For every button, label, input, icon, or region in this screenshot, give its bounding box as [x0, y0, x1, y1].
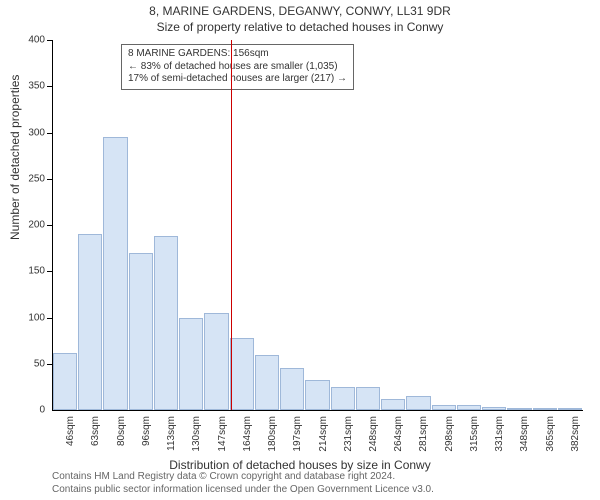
histogram-plot: 8 MARINE GARDENS: 156sqm ← 83% of detach…	[52, 40, 583, 411]
histogram-bar	[432, 405, 456, 410]
histogram-bar	[406, 396, 430, 410]
x-tick-label: 63sqm	[90, 416, 101, 456]
y-tick-label: 250	[28, 173, 45, 184]
histogram-bar	[103, 137, 127, 410]
histogram-bar	[482, 407, 506, 410]
annotation-line-3: 17% of semi-detached houses are larger (…	[128, 73, 347, 86]
x-tick-label: 164sqm	[242, 416, 253, 456]
histogram-bar	[78, 234, 102, 410]
histogram-bar	[204, 313, 228, 410]
histogram-bar	[558, 408, 582, 410]
x-tick-label: 365sqm	[545, 416, 556, 456]
footer-attribution: Contains HM Land Registry data © Crown c…	[52, 471, 590, 496]
x-tick-label: 214sqm	[318, 416, 329, 456]
x-tick-label: 331sqm	[494, 416, 505, 456]
y-tick	[47, 133, 53, 134]
histogram-bar	[280, 368, 304, 410]
x-tick-label: 248sqm	[368, 416, 379, 456]
histogram-bar	[457, 405, 481, 410]
y-tick	[47, 318, 53, 319]
histogram-bar	[53, 353, 77, 410]
histogram-bar	[255, 355, 279, 411]
annotation-line-1: 8 MARINE GARDENS: 156sqm	[128, 48, 347, 61]
histogram-bar	[507, 408, 531, 410]
x-tick-label: 147sqm	[217, 416, 228, 456]
x-tick-label: 46sqm	[65, 416, 76, 456]
x-tick-label: 348sqm	[519, 416, 530, 456]
x-tick-label: 180sqm	[267, 416, 278, 456]
x-tick-label: 264sqm	[393, 416, 404, 456]
histogram-bar	[129, 253, 153, 410]
histogram-bar	[154, 236, 178, 410]
reference-line	[231, 40, 232, 410]
y-tick-label: 100	[28, 312, 45, 323]
histogram-bar	[533, 408, 557, 410]
y-tick	[47, 271, 53, 272]
y-tick-label: 150	[28, 266, 45, 277]
histogram-bar	[381, 399, 405, 410]
x-tick-label: 197sqm	[292, 416, 303, 456]
x-tick-label: 113sqm	[166, 416, 177, 456]
x-axis-label: Distribution of detached houses by size …	[0, 458, 600, 472]
x-tick-label: 298sqm	[444, 416, 455, 456]
footer-line-1: Contains HM Land Registry data © Crown c…	[52, 471, 590, 484]
histogram-bar	[356, 387, 380, 410]
y-tick-label: 350	[28, 81, 45, 92]
x-tick-label: 231sqm	[343, 416, 354, 456]
footer-line-2: Contains public sector information licen…	[52, 484, 590, 497]
y-tick	[47, 179, 53, 180]
x-tick-label: 315sqm	[469, 416, 480, 456]
page-subtitle: Size of property relative to detached ho…	[0, 20, 600, 34]
y-tick	[47, 225, 53, 226]
y-tick-label: 300	[28, 127, 45, 138]
histogram-bar	[230, 338, 254, 410]
x-tick-label: 96sqm	[141, 416, 152, 456]
histogram-bar	[331, 387, 355, 410]
histogram-bar	[305, 380, 329, 410]
y-tick-label: 50	[34, 358, 45, 369]
x-tick-label: 281sqm	[418, 416, 429, 456]
page-title: 8, MARINE GARDENS, DEGANWY, CONWY, LL31 …	[0, 4, 600, 18]
annotation-line-2: ← 83% of detached houses are smaller (1,…	[128, 61, 347, 74]
histogram-bar	[179, 318, 203, 411]
y-axis-label: Number of detached properties	[8, 75, 22, 240]
annotation-box: 8 MARINE GARDENS: 156sqm ← 83% of detach…	[121, 44, 354, 90]
y-tick-label: 0	[39, 405, 45, 416]
y-tick	[47, 40, 53, 41]
x-tick-label: 130sqm	[191, 416, 202, 456]
y-tick	[47, 86, 53, 87]
y-tick-label: 400	[28, 35, 45, 46]
x-tick-label: 382sqm	[570, 416, 581, 456]
x-tick-label: 80sqm	[116, 416, 127, 456]
y-tick-label: 200	[28, 220, 45, 231]
